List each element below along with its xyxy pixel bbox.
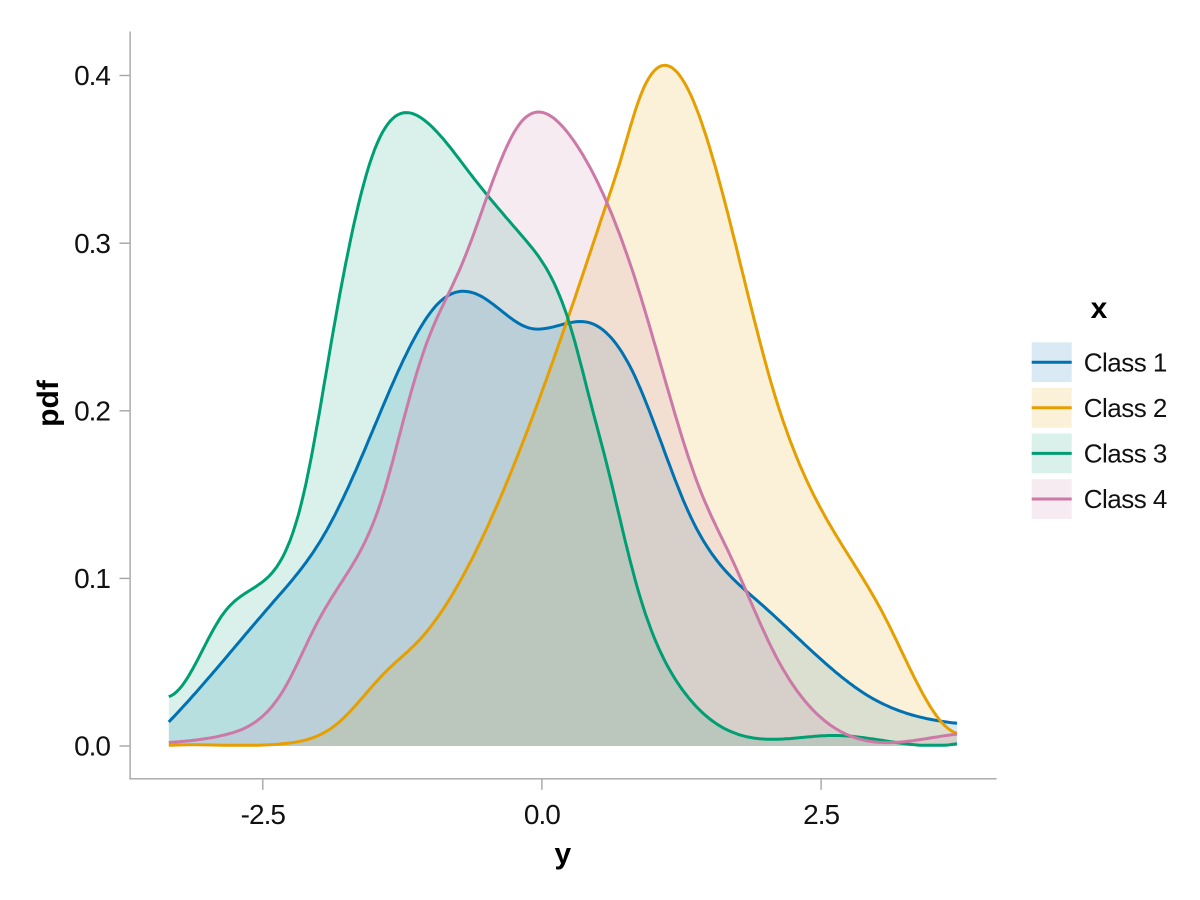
svg-text:0.3: 0.3 — [74, 228, 110, 259]
svg-text:0.2: 0.2 — [74, 395, 110, 426]
svg-text:-2.5: -2.5 — [241, 799, 286, 830]
svg-text:Class 1: Class 1 — [1084, 347, 1167, 377]
svg-text:Class 2: Class 2 — [1084, 393, 1167, 423]
svg-text:x: x — [1091, 292, 1108, 325]
svg-text:0.1: 0.1 — [74, 563, 110, 594]
svg-text:0.0: 0.0 — [74, 731, 110, 762]
svg-text:y: y — [554, 838, 571, 871]
svg-text:0.0: 0.0 — [524, 799, 560, 830]
svg-text:2.5: 2.5 — [803, 799, 839, 830]
svg-text:0.4: 0.4 — [74, 60, 110, 91]
svg-text:pdf: pdf — [32, 379, 65, 427]
svg-text:Class 3: Class 3 — [1084, 439, 1167, 469]
svg-text:Class 4: Class 4 — [1084, 484, 1167, 514]
